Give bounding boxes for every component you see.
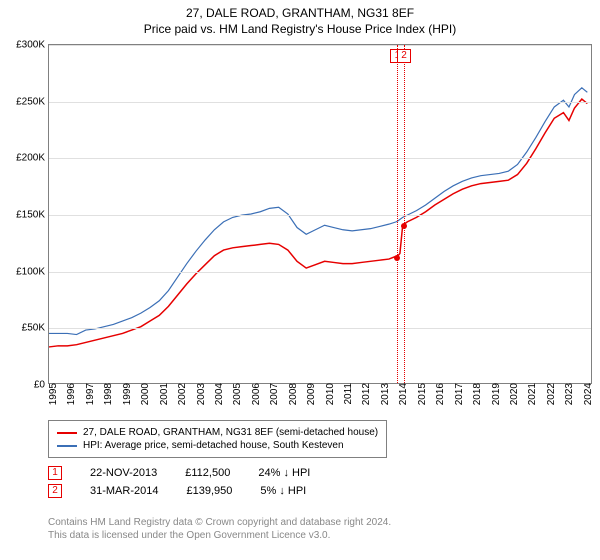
chart-lines-svg xyxy=(49,45,591,383)
sales-table: 1 22-NOV-2013 £112,500 24% ↓ HPI 2 31-MA… xyxy=(48,462,310,502)
title-block: 27, DALE ROAD, GRANTHAM, NG31 8EF Price … xyxy=(0,0,600,36)
sale-point-dot xyxy=(401,223,407,229)
x-axis-label: 1999 xyxy=(120,383,133,405)
x-axis-label: 2016 xyxy=(433,383,446,405)
footer-line: Contains HM Land Registry data © Crown c… xyxy=(48,516,391,529)
x-axis-label: 2008 xyxy=(286,383,299,405)
gridline xyxy=(49,328,591,329)
x-axis-label: 1997 xyxy=(83,383,96,405)
chart-plot-area: £0£50K£100K£150K£200K£250K£300K199519961… xyxy=(48,44,592,384)
x-axis-label: 2019 xyxy=(489,383,502,405)
x-axis-label: 2010 xyxy=(323,383,336,405)
sale-point-dot xyxy=(394,255,400,261)
sale-vertical-line xyxy=(404,45,405,383)
sale-row: 2 31-MAR-2014 £139,950 5% ↓ HPI xyxy=(48,484,310,498)
x-axis-label: 2005 xyxy=(230,383,243,405)
x-axis-label: 2015 xyxy=(415,383,428,405)
down-arrow-icon: ↓ xyxy=(283,467,289,479)
series-line-hpi xyxy=(49,88,587,335)
x-axis-label: 2007 xyxy=(267,383,280,405)
x-axis-label: 2012 xyxy=(359,383,372,405)
x-axis-label: 2023 xyxy=(562,383,575,405)
legend-swatch xyxy=(57,445,77,447)
x-axis-label: 2003 xyxy=(194,383,207,405)
chart-title-subtitle: Price paid vs. HM Land Registry's House … xyxy=(0,22,600,36)
x-axis-label: 1998 xyxy=(101,383,114,405)
x-axis-label: 2013 xyxy=(378,383,391,405)
sale-row: 1 22-NOV-2013 £112,500 24% ↓ HPI xyxy=(48,466,310,480)
x-axis-label: 2004 xyxy=(212,383,225,405)
sale-marker-box: 1 xyxy=(48,466,62,480)
x-axis-label: 2006 xyxy=(249,383,262,405)
legend-swatch xyxy=(57,432,77,434)
x-axis-label: 2021 xyxy=(525,383,538,405)
x-axis-label: 2020 xyxy=(507,383,520,405)
series-line-price_paid xyxy=(49,99,587,347)
x-axis-label: 2014 xyxy=(396,383,409,405)
x-axis-label: 2024 xyxy=(581,383,594,405)
sale-price: £139,950 xyxy=(186,485,232,497)
gridline xyxy=(49,158,591,159)
chart-container: 27, DALE ROAD, GRANTHAM, NG31 8EF Price … xyxy=(0,0,600,560)
legend-label: HPI: Average price, semi-detached house,… xyxy=(83,440,344,451)
gridline xyxy=(49,215,591,216)
down-arrow-icon: ↓ xyxy=(279,485,285,497)
sale-delta: 24% ↓ HPI xyxy=(258,467,310,479)
x-axis-label: 1995 xyxy=(46,383,59,405)
y-axis-label: £300K xyxy=(16,40,49,51)
legend-box: 27, DALE ROAD, GRANTHAM, NG31 8EF (semi-… xyxy=(48,420,387,458)
y-axis-label: £100K xyxy=(16,266,49,277)
x-axis-label: 2001 xyxy=(157,383,170,405)
x-axis-label: 2022 xyxy=(544,383,557,405)
sale-marker-box: 2 xyxy=(397,49,411,63)
gridline xyxy=(49,45,591,46)
gridline xyxy=(49,102,591,103)
sale-vertical-line xyxy=(397,45,398,383)
y-axis-label: £250K xyxy=(16,96,49,107)
x-axis-label: 2017 xyxy=(452,383,465,405)
x-axis-label: 2009 xyxy=(304,383,317,405)
sale-date: 31-MAR-2014 xyxy=(90,485,158,497)
x-axis-label: 2000 xyxy=(138,383,151,405)
legend-label: 27, DALE ROAD, GRANTHAM, NG31 8EF (semi-… xyxy=(83,427,378,438)
footer-line: This data is licensed under the Open Gov… xyxy=(48,529,391,542)
y-axis-label: £150K xyxy=(16,210,49,221)
legend-item: 27, DALE ROAD, GRANTHAM, NG31 8EF (semi-… xyxy=(57,427,378,438)
sale-marker-box: 2 xyxy=(48,484,62,498)
x-axis-label: 2018 xyxy=(470,383,483,405)
sale-price: £112,500 xyxy=(185,467,230,479)
x-axis-label: 2002 xyxy=(175,383,188,405)
sale-date: 22-NOV-2013 xyxy=(90,467,157,479)
y-axis-label: £200K xyxy=(16,153,49,164)
legend-item: HPI: Average price, semi-detached house,… xyxy=(57,440,378,451)
chart-title-address: 27, DALE ROAD, GRANTHAM, NG31 8EF xyxy=(0,6,600,20)
x-axis-label: 1996 xyxy=(64,383,77,405)
x-axis-label: 2011 xyxy=(341,383,354,405)
gridline xyxy=(49,272,591,273)
sale-delta: 5% ↓ HPI xyxy=(260,485,306,497)
y-axis-label: £50K xyxy=(22,323,49,334)
footer-attribution: Contains HM Land Registry data © Crown c… xyxy=(48,516,391,542)
